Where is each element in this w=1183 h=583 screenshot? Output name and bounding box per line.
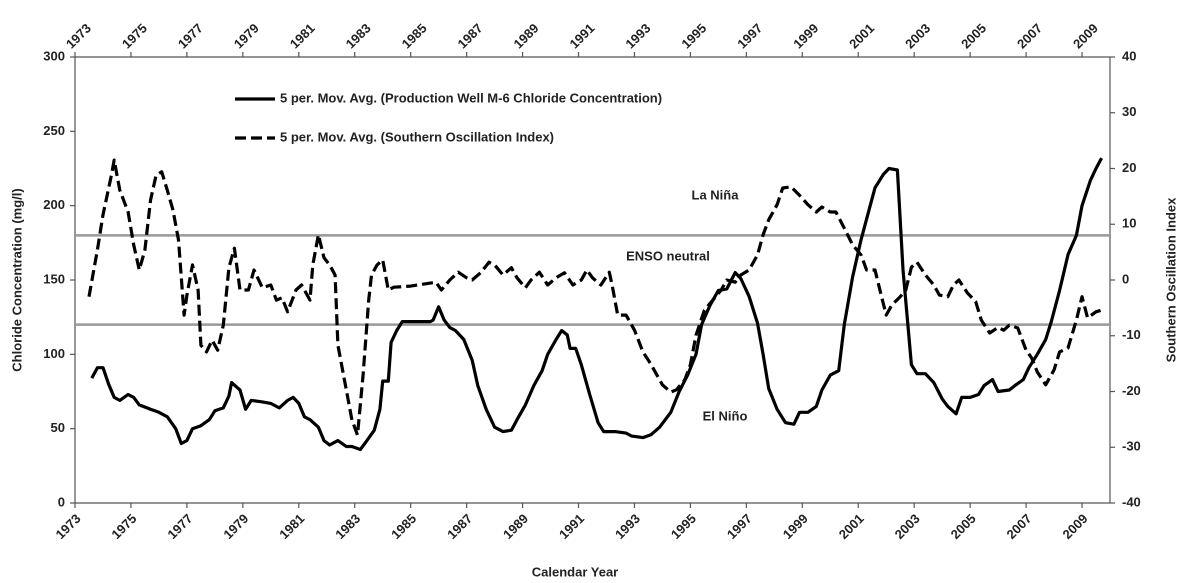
y-tick-label: 50 xyxy=(51,420,65,435)
x-tick-label: 1997 xyxy=(724,511,755,542)
annotation: ENSO neutral xyxy=(626,248,710,263)
x-tick-label-top: 1979 xyxy=(231,20,262,51)
annotation: El Niño xyxy=(703,408,748,423)
x-tick-label-top: 1981 xyxy=(287,20,318,51)
x-tick-label: 1989 xyxy=(500,511,531,542)
y2-tick-label: 0 xyxy=(1122,271,1129,286)
series-line xyxy=(90,157,1104,452)
y-tick-label: 100 xyxy=(43,346,65,361)
x-tick-label: 1991 xyxy=(556,511,587,542)
x-tick-label-top: 2003 xyxy=(902,20,933,51)
x-tick-label: 1987 xyxy=(444,511,475,542)
annotation: La Niña xyxy=(692,187,740,202)
x-tick-label-top: 1987 xyxy=(455,20,486,51)
x-tick-label: 2001 xyxy=(836,511,867,542)
x-tick-label-top: 1993 xyxy=(622,20,653,51)
x-tick-label: 1977 xyxy=(164,511,195,542)
x-tick-label: 1979 xyxy=(220,511,251,542)
x-tick-label-top: 1983 xyxy=(343,20,374,51)
legend-label: 5 per. Mov. Avg. (Southern Oscillation I… xyxy=(280,129,554,144)
x-tick-label-top: 1997 xyxy=(734,20,765,51)
y2-tick-label: -20 xyxy=(1122,383,1141,398)
y2-tick-label: -10 xyxy=(1122,327,1141,342)
x-tick-label-top: 1985 xyxy=(399,20,430,51)
x-tick-label: 1975 xyxy=(108,511,139,542)
series-line xyxy=(87,158,1103,437)
x-tick-label: 2005 xyxy=(948,511,979,542)
x-tick-label-top: 2001 xyxy=(846,20,877,51)
x-tick-label-top: 1989 xyxy=(511,20,542,51)
y2-tick-label: 40 xyxy=(1122,48,1136,63)
y-tick-label: 150 xyxy=(43,271,65,286)
y2-tick-label: -40 xyxy=(1122,494,1141,509)
x-tick-label-top: 2005 xyxy=(958,20,989,51)
x-tick-label: 1993 xyxy=(612,511,643,542)
legend-label: 5 per. Mov. Avg. (Production Well M-6 Ch… xyxy=(280,90,662,105)
y2-tick-label: 10 xyxy=(1122,216,1136,231)
x-tick-label-top: 2007 xyxy=(1014,20,1045,51)
x-tick-label: 1999 xyxy=(780,511,811,542)
x-tick-label: 1985 xyxy=(388,511,419,542)
x-tick-label: 1981 xyxy=(276,511,307,542)
x-tick-label: 1973 xyxy=(52,511,83,542)
x-tick-label-top: 1999 xyxy=(790,20,821,51)
y2-tick-label: 30 xyxy=(1122,104,1136,119)
x-tick-label-top: 1975 xyxy=(119,20,150,51)
y2-axis-title: Southern Oscillation Index xyxy=(1163,197,1178,362)
x-tick-label-top: 1973 xyxy=(63,20,94,51)
x-tick-label: 2007 xyxy=(1004,511,1035,542)
x-tick-label-top: 1991 xyxy=(566,20,597,51)
x-axis-title: Calendar Year xyxy=(532,564,618,579)
x-tick-label-top: 1977 xyxy=(175,20,206,51)
x-tick-label: 2003 xyxy=(892,511,923,542)
x-tick-label: 1983 xyxy=(332,511,363,542)
y2-tick-label: 20 xyxy=(1122,160,1136,175)
y-tick-label: 200 xyxy=(43,197,65,212)
y-axis-title: Chloride Concentration (mg/l) xyxy=(9,188,24,371)
y-tick-label: 300 xyxy=(43,48,65,63)
y-tick-label: 0 xyxy=(58,494,65,509)
x-tick-label-top: 2009 xyxy=(1070,20,1101,51)
x-tick-label: 1995 xyxy=(668,511,699,542)
y-tick-label: 250 xyxy=(43,123,65,138)
y2-tick-label: -30 xyxy=(1122,439,1141,454)
x-tick-label-top: 1995 xyxy=(678,20,709,51)
x-tick-label: 2009 xyxy=(1060,511,1091,542)
